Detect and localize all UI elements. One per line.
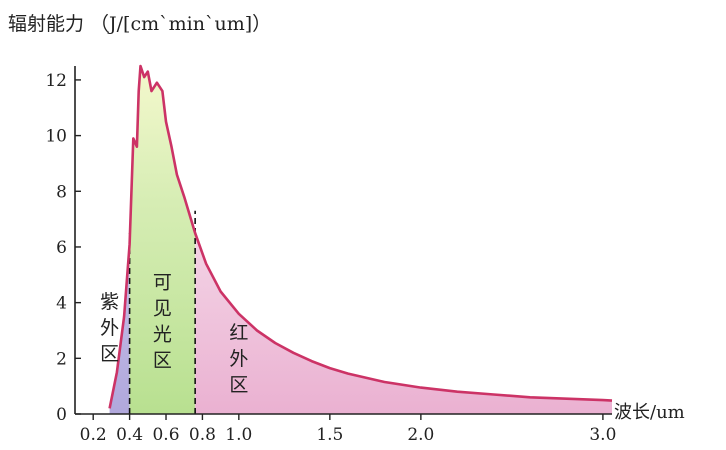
region-dividers bbox=[128, 210, 196, 414]
y-tick-label: 10 bbox=[45, 127, 67, 147]
visible-region-label: 可见光区 bbox=[153, 272, 172, 372]
y-tick-label: 12 bbox=[45, 71, 67, 91]
infrared-region-label: 红外区 bbox=[229, 322, 248, 396]
radiation-curve bbox=[108, 64, 613, 409]
x-tick-label: 1.0 bbox=[225, 425, 252, 445]
y-tick-label: 2 bbox=[56, 349, 67, 369]
x-axis-label: 波长/um bbox=[614, 402, 685, 423]
uv-region-label: 紫外区 bbox=[100, 291, 119, 365]
y-tick-label: 4 bbox=[56, 294, 67, 314]
y-tick-label: 8 bbox=[56, 182, 67, 202]
x-tick-label: 0.4 bbox=[116, 425, 143, 445]
y-axis-label: 辐射能力 （J/[cm`min`um]） bbox=[8, 13, 271, 35]
y-axis-ticks: 0 2 4 6 8 10 12 bbox=[45, 71, 81, 425]
x-axis-ticks: 0.2 0.4 0.6 0.8 1.0 1.5 2.0 3.0 bbox=[80, 414, 616, 445]
x-tick-label: 0.6 bbox=[152, 425, 179, 445]
x-tick-label: 0.8 bbox=[189, 425, 216, 445]
x-tick-label: 0.2 bbox=[80, 425, 107, 445]
y-tick-label: 0 bbox=[56, 405, 67, 425]
x-tick-label: 2.0 bbox=[407, 425, 434, 445]
x-tick-label: 3.0 bbox=[589, 425, 616, 445]
y-tick-label: 6 bbox=[56, 238, 67, 258]
x-tick-label: 1.5 bbox=[316, 425, 343, 445]
infrared-region-fill bbox=[195, 66, 612, 414]
